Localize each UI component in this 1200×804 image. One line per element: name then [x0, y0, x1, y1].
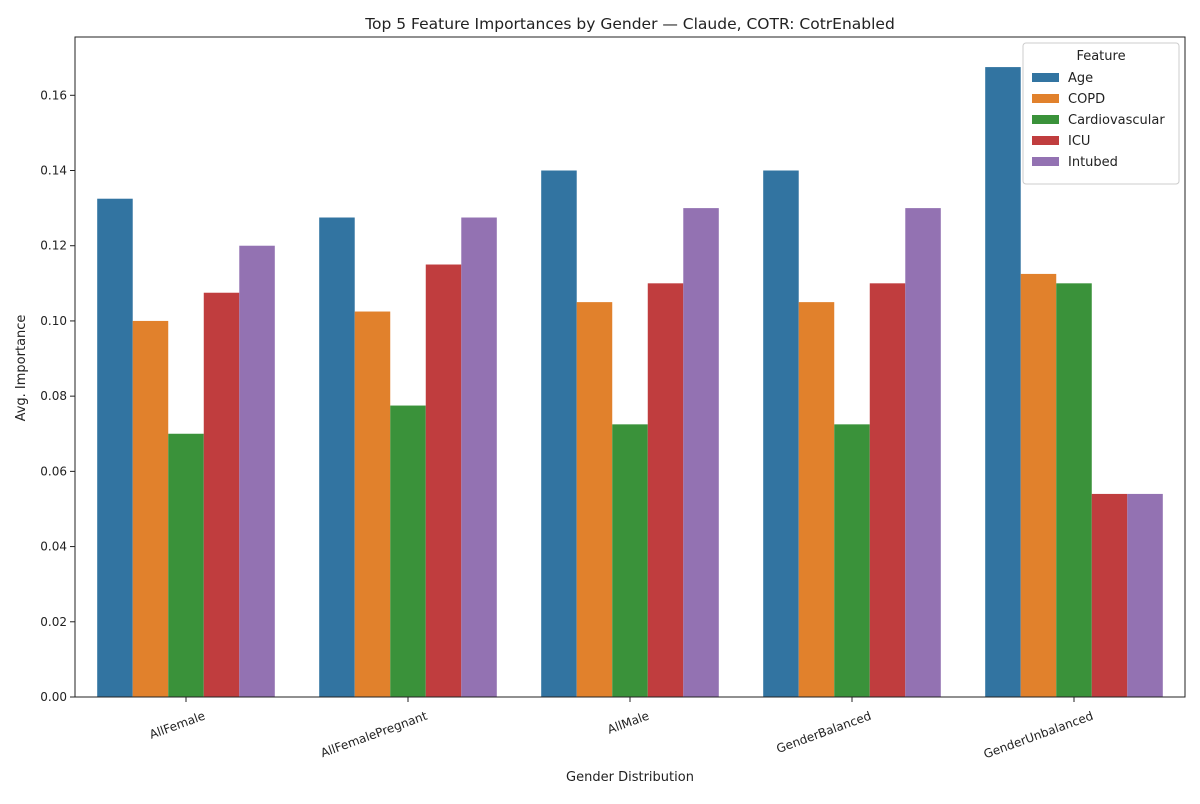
bar-AllFemale-ICU [203, 292, 240, 697]
bar-GenderUnbalanced-Age [985, 67, 1021, 698]
bar-GenderBalanced-Intubed [905, 208, 941, 698]
x-tick-label: GenderBalanced [775, 709, 873, 756]
legend-swatch-Cardiovascular [1032, 115, 1059, 124]
bar-AllFemalePregnant-Age [319, 217, 355, 697]
bar-GenderBalanced-ICU [869, 283, 906, 697]
x-tick-label: AllFemale [147, 709, 207, 742]
legend-title: Feature [1076, 49, 1125, 64]
legend-label-ICU: ICU [1068, 134, 1090, 149]
y-tick-label: 0.08 [40, 389, 67, 403]
legend-box [1022, 42, 1180, 185]
bar-AllMale-Intubed [683, 208, 719, 698]
bar-AllMale-Cardiovascular [612, 424, 648, 697]
bar-AllFemale-COPD [132, 320, 169, 697]
bar-AllFemale-Cardiovascular [168, 433, 204, 697]
bar-GenderUnbalanced-Intubed [1127, 493, 1163, 697]
y-tick-label: 0.04 [40, 540, 67, 554]
legend-swatch-ICU [1032, 136, 1059, 145]
y-tick-label: 0.02 [40, 615, 67, 629]
legend-swatch-Age [1032, 73, 1059, 82]
bar-GenderBalanced-Cardiovascular [834, 424, 870, 697]
bar-GenderBalanced-COPD [798, 302, 835, 697]
chart-title: Top 5 Feature Importances by Gender — Cl… [364, 15, 895, 33]
y-tick-label: 0.00 [40, 690, 67, 704]
legend-swatch-Intubed [1032, 157, 1059, 166]
x-tick-label: AllFemalePregnant [319, 709, 430, 761]
y-axis-label: Avg. Importance [14, 315, 29, 422]
bar-AllFemale-Intubed [239, 245, 275, 697]
legend-label-Age: Age [1068, 71, 1093, 86]
legend-swatch-COPD [1032, 94, 1059, 103]
bar-GenderUnbalanced-ICU [1091, 493, 1128, 697]
bar-GenderUnbalanced-Cardiovascular [1056, 283, 1092, 697]
y-tick-label: 0.14 [40, 164, 67, 178]
y-tick-label: 0.16 [40, 88, 67, 102]
bar-AllFemalePregnant-Cardiovascular [390, 405, 426, 697]
bars-layer [97, 67, 1163, 698]
plot-frame [74, 36, 1186, 698]
y-tick-label: 0.10 [40, 314, 67, 328]
x-tick-label: AllMale [606, 709, 651, 737]
y-tick-label: 0.06 [40, 464, 67, 478]
bar-AllFemalePregnant-ICU [425, 264, 462, 697]
bar-AllFemalePregnant-Intubed [461, 217, 497, 697]
bar-AllFemalePregnant-COPD [354, 311, 391, 697]
legend: Feature Age COPD Cardiovascular ICU Intubed [1022, 42, 1180, 185]
y-tick-label: 0.12 [40, 239, 67, 253]
bar-AllMale-Age [541, 170, 577, 697]
bar-GenderBalanced-Age [763, 170, 799, 697]
bar-AllMale-COPD [576, 302, 613, 697]
legend-label-Intubed: Intubed [1068, 155, 1118, 170]
x-axis-label: Gender Distribution [566, 770, 694, 785]
bar-AllMale-ICU [647, 283, 684, 697]
bar-GenderUnbalanced-COPD [1020, 273, 1057, 697]
legend-label-COPD: COPD [1068, 92, 1105, 107]
x-tick-label: GenderUnbalanced [982, 709, 1095, 762]
bar-AllFemale-Age [97, 198, 133, 697]
legend-label-Cardiovascular: Cardiovascular [1068, 113, 1165, 128]
